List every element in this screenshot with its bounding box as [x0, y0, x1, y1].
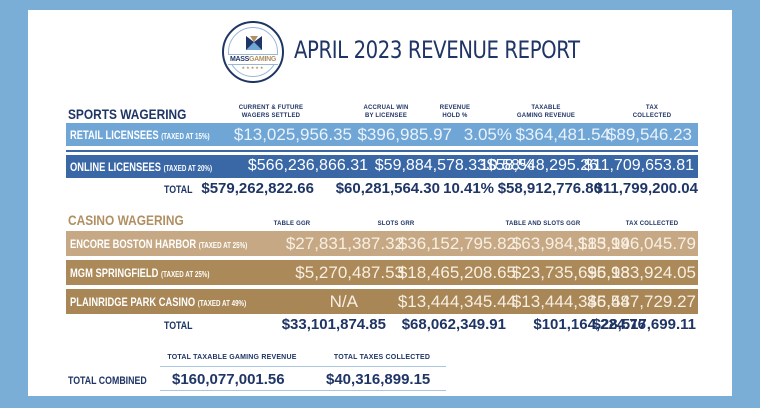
cell-slots-grr: $13,444,345.44 — [397, 292, 516, 311]
sports-total-taxable-gaming-revenue: $58,912,776.80 — [497, 180, 602, 197]
row-label: PLAINRIDGE PARK CASINO (TAXED AT 49%) — [70, 295, 247, 309]
combined-total-taxable-gaming-revenue: $160,077,001.56 — [172, 371, 285, 388]
combined-total-taxes-collected: $40,316,899.15 — [326, 371, 431, 388]
sports-total-accrual-win: $60,281,564.30 — [335, 180, 440, 197]
col-header-casino-tax-collected: TAX COLLECTED — [625, 221, 679, 227]
page-title: APRIL 2023 REVENUE REPORT — [294, 36, 580, 64]
table-row-online-licensees: ONLINE LICENSEES (TAXED AT 20%) $566,236… — [66, 155, 698, 178]
table-row-retail-licensees: RETAIL LICENSEES (TAXED AT 15%) $13,025,… — [66, 123, 698, 146]
col-header-accrual-win: ACCRUAL WIN BY LICENSEE — [363, 105, 409, 119]
logo-ring — [228, 27, 278, 77]
casino-total-table-ggr: $33,101,874.85 — [281, 316, 386, 333]
divider — [160, 390, 446, 391]
table-row-plainridge-park-casino: PLAINRIDGE PARK CASINO (TAXED AT 49%) N/… — [66, 289, 698, 314]
massgaming-logo: MASSGAMING ★★★★★ — [222, 21, 284, 83]
cell-table-and-slots-ggr: $23,735,696.18 — [511, 263, 630, 282]
cell-taxable-gaming-revenue: $364,481.54 — [515, 125, 610, 144]
cell-casino-tax-collected: $6,587,729.27 — [587, 292, 696, 311]
row-label: RETAIL LICENSEES (TAXED AT 15%) — [70, 128, 210, 142]
divider — [66, 150, 698, 152]
table-row-mgm-springfield: MGM SPRINGFIELD (TAXED AT 25%) $5,270,48… — [66, 260, 698, 285]
col-header-slots-grr: SLOTS GRR — [377, 221, 415, 227]
cell-revenue-hold: 10.58% — [479, 157, 534, 174]
report-card — [28, 10, 732, 396]
logo-stars: ★★★★★ — [241, 65, 265, 70]
total-combined-label: TOTAL COMBINED — [68, 375, 147, 387]
col-header-table-and-slots-ggr: TABLE AND SLOTS GGR — [505, 221, 581, 227]
cell-tax-collected: $11,709,653.81 — [583, 157, 694, 174]
cell-accrual-win: $59,884,578.33 — [374, 157, 486, 174]
cell-table-ggr: $27,831,387.32 — [285, 234, 404, 253]
col-header-tax-collected: TAX COLLECTED — [632, 105, 672, 119]
cell-slots-grr: $18,465,208.65 — [397, 263, 516, 282]
sports-section-title: SPORTS WAGERING — [68, 106, 187, 122]
cell-table-and-slots-ggr: $13,444,345.44 — [511, 292, 630, 311]
cell-table-ggr: N/A — [329, 292, 358, 311]
sports-total-tax-collected: $11,799,200.04 — [594, 180, 698, 197]
col-header-wagers-settled: CURRENT & FUTURE WAGERS SETTLED — [238, 105, 304, 119]
logo-mark-icon — [246, 36, 262, 50]
col-header-total-taxes-collected: TOTAL TAXES COLLECTED — [333, 354, 431, 361]
cell-revenue-hold: 3.05% — [463, 125, 512, 144]
cell-tax-collected: $89,546.23 — [606, 125, 692, 144]
sports-total-revenue-hold: 10.41% — [443, 180, 494, 197]
cell-taxable-gaming-revenue: $58,548,295.26 — [486, 157, 598, 174]
cell-wagers-settled: $13,025,956.35 — [233, 125, 352, 144]
casino-section-title: CASINO WAGERING — [68, 212, 184, 228]
logo-wordmark: MASSGAMING — [228, 54, 278, 65]
row-label: ONLINE LICENSEES (TAXED AT 20%) — [70, 160, 213, 174]
cell-table-ggr: $5,270,487.53 — [295, 263, 404, 282]
cell-casino-tax-collected: $15,996,045.79 — [577, 234, 696, 253]
divider — [160, 366, 446, 367]
sports-total-label: TOTAL — [164, 184, 193, 196]
col-header-table-ggr: TABLE GGR — [273, 221, 311, 227]
cell-casino-tax-collected: $5,933,924.05 — [587, 263, 696, 282]
casino-total-table-and-slots-ggr: $101,164,224.76 — [533, 316, 646, 333]
casino-total-label: TOTAL — [164, 320, 193, 332]
cell-slots-grr: $36,152,795.82 — [397, 234, 516, 253]
cell-wagers-settled: $566,236,866.31 — [247, 157, 368, 174]
cell-table-and-slots-ggr: $63,984,183.14 — [511, 234, 630, 253]
casino-total-tax-collected: $28,517,699.11 — [592, 316, 696, 333]
cell-accrual-win: $396,985.97 — [357, 125, 452, 144]
casino-total-slots-grr: $68,062,349.91 — [401, 316, 506, 333]
col-header-taxable-gaming-revenue: TAXABLE GAMING REVENUE — [516, 105, 576, 119]
col-header-revenue-hold: REVENUE HOLD % — [439, 105, 471, 119]
sports-total-wagers-settled: $579,262,822.66 — [201, 180, 314, 197]
row-label: ENCORE BOSTON HARBOR (TAXED AT 25%) — [70, 237, 248, 251]
table-row-encore-boston-harbor: ENCORE BOSTON HARBOR (TAXED AT 25%) $27,… — [66, 231, 698, 256]
col-header-total-taxable-gaming-revenue: TOTAL TAXABLE GAMING REVENUE — [167, 354, 297, 361]
row-label: MGM SPRINGFIELD (TAXED AT 25%) — [70, 266, 210, 280]
